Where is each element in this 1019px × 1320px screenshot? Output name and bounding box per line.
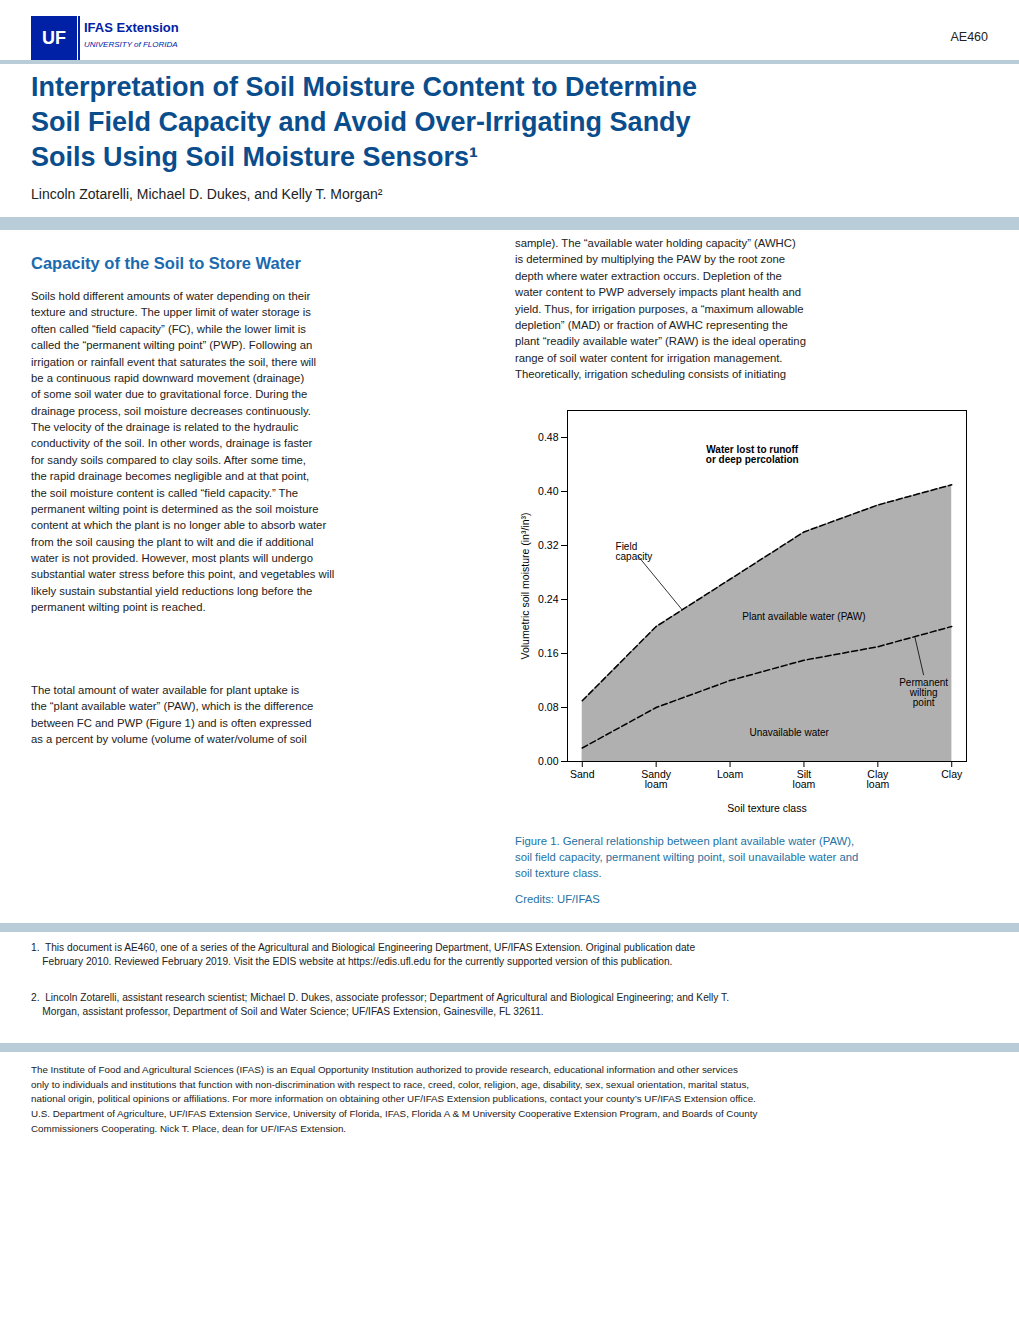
html-text:Capacity of the Soil to Store: Capacity of the Soil to Store Water — [31, 254, 301, 272]
svg-text:Sandyloam: Sandyloam — [641, 768, 672, 791]
svg-text:Sand: Sand — [570, 768, 595, 780]
html-text:sample). The “available water: sample). The “available water holding ca… — [515, 237, 806, 380]
html-text:The total amount of water avai: The total amount of water available for … — [31, 684, 314, 746]
html-text:The Institute of Food and Agri: The Institute of Food and Agricultural S… — [31, 1064, 758, 1134]
html-text:Lincoln Zotarelli, Michael D.: Lincoln Zotarelli, Michael D. Dukes, and… — [31, 186, 383, 202]
svg-text:0.40: 0.40 — [538, 485, 559, 497]
svg-text:Water lost to runoffor deep pe: Water lost to runoffor deep percolation — [706, 444, 799, 465]
svg-text:Plant available water (PAW): Plant available water (PAW) — [742, 611, 865, 622]
html-text:1. This document is AE460, one: 1. This document is AE460, one of a seri… — [31, 942, 696, 968]
html-text:Credits: UF/IFAS: Credits: UF/IFAS — [515, 893, 600, 905]
html-text:2. Lincoln Zotarelli, assistan: 2. Lincoln Zotarelli, assistant research… — [31, 992, 729, 1018]
html-text:Figure 1. General relationship: Figure 1. General relationship between p… — [515, 835, 859, 879]
html-text:Soils hold different amounts o: Soils hold different amounts of water de… — [31, 290, 335, 614]
svg-text:Loam: Loam — [717, 768, 744, 780]
svg-text:Clay: Clay — [941, 768, 963, 780]
svg-text:Permanentwiltingpoint: Permanentwiltingpoint — [899, 677, 948, 708]
svg-text:0.00: 0.00 — [538, 755, 559, 767]
html-text:UF: UF — [42, 28, 66, 48]
svg-text:0.16: 0.16 — [538, 647, 559, 659]
svg-text:0.32: 0.32 — [538, 539, 559, 551]
svg-text:0.24: 0.24 — [538, 593, 559, 605]
svg-text:Clayloam: Clayloam — [866, 768, 889, 791]
html-text:UNIVERSITY of FLORIDA: UNIVERSITY of FLORIDA — [84, 40, 178, 49]
svg-text:0.08: 0.08 — [538, 701, 559, 713]
svg-text:Soil texture class: Soil texture class — [727, 802, 806, 814]
svg-text:Volumetric soil moisture (in³/: Volumetric soil moisture (in³/in³) — [519, 512, 531, 659]
svg-text:Unavailable water: Unavailable water — [749, 727, 829, 738]
html-text:IFAS Extension: IFAS Extension — [84, 20, 179, 35]
svg-text:Fieldcapacity: Fieldcapacity — [616, 541, 653, 562]
svg-text:Siltloam: Siltloam — [793, 768, 816, 791]
html-text:AE460: AE460 — [950, 30, 988, 44]
html-text:Interpretation of Soil Moistur: Interpretation of Soil Moisture Content … — [31, 72, 697, 173]
svg-text:0.48: 0.48 — [538, 431, 559, 443]
